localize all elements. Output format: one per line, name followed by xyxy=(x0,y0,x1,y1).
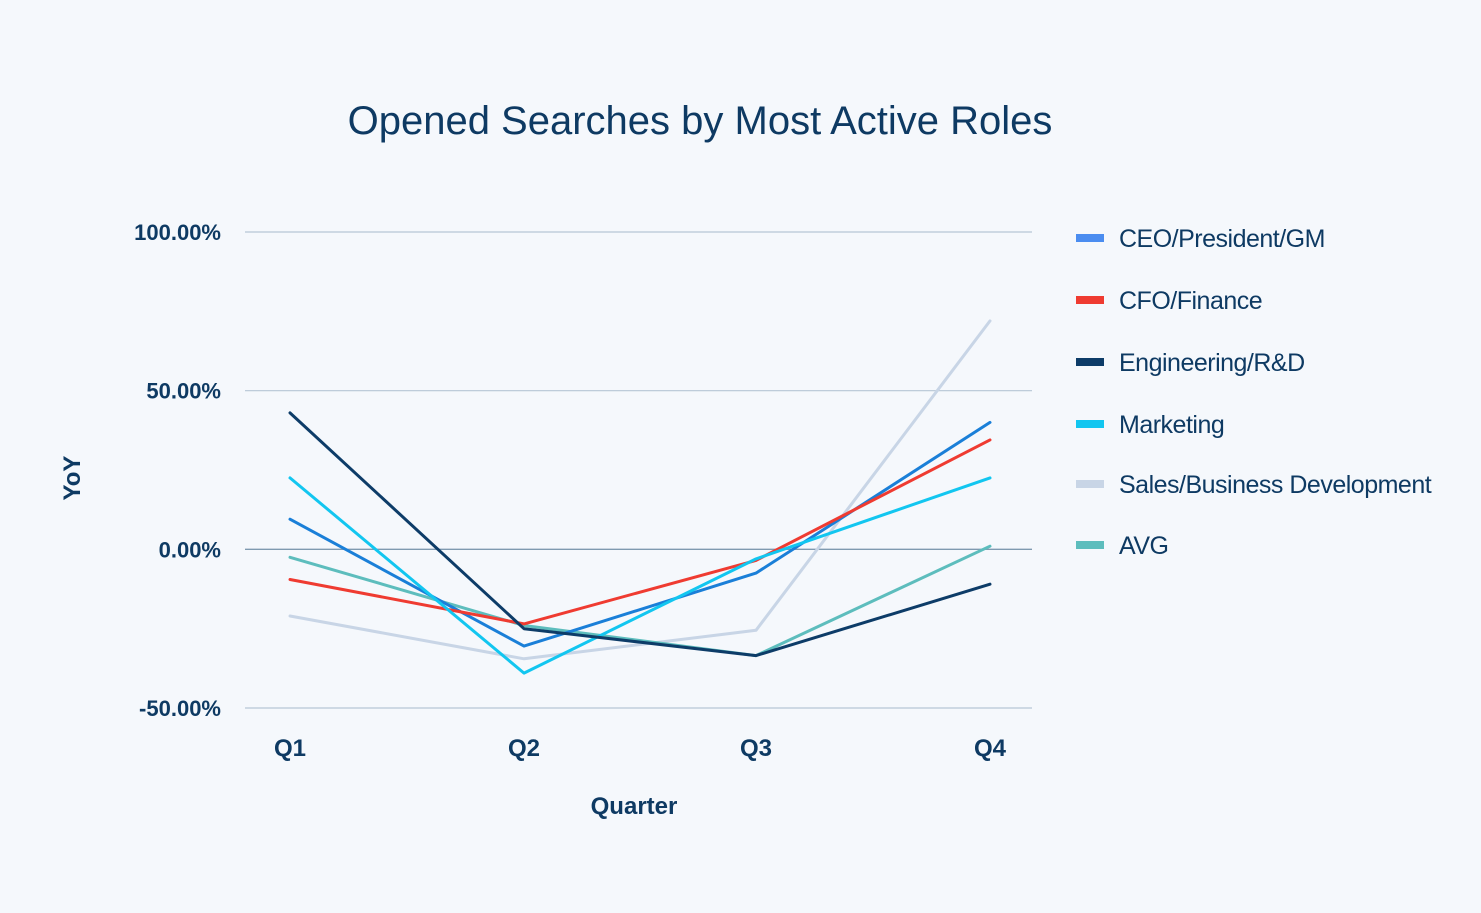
legend-swatch xyxy=(1076,358,1104,366)
x-tick-label: Q2 xyxy=(508,735,540,762)
series-line-0 xyxy=(288,420,992,648)
legend-swatch xyxy=(1076,296,1104,304)
y-tick-label: 100.00% xyxy=(134,220,221,245)
series-line-5 xyxy=(288,544,992,658)
legend-swatch xyxy=(1076,420,1104,428)
y-tick-label: 50.00% xyxy=(146,379,221,404)
legend-label: CFO/Finance xyxy=(1119,287,1262,315)
legend-label: Marketing xyxy=(1119,411,1224,439)
series-lines xyxy=(288,319,992,675)
series-line-1 xyxy=(288,438,992,626)
legend-swatch xyxy=(1076,541,1104,549)
x-tick-label: Q4 xyxy=(974,735,1007,762)
legend-label: AVG xyxy=(1119,532,1168,560)
legend-label: Sales/Business Development xyxy=(1119,471,1432,499)
series-line-2 xyxy=(288,411,992,658)
y-tick-label: -50.00% xyxy=(139,696,221,721)
legend-swatch xyxy=(1076,480,1104,488)
y-axis-label: YoY xyxy=(59,456,86,501)
legend-label: Engineering/R&D xyxy=(1119,349,1305,377)
x-tick-labels: Q1 Q2 Q3 Q4 xyxy=(274,735,1007,762)
legend-swatch xyxy=(1076,234,1104,242)
x-axis-label: Quarter xyxy=(591,793,678,820)
x-tick-label: Q1 xyxy=(274,735,306,762)
series-line-4 xyxy=(288,319,992,661)
series-line-3 xyxy=(288,476,992,675)
y-tick-labels: -50.00% 0.00% 50.00% 100.00% xyxy=(134,220,221,721)
y-tick-label: 0.00% xyxy=(159,537,221,562)
legend-label: CEO/President/GM xyxy=(1119,225,1325,253)
x-tick-label: Q3 xyxy=(740,735,772,762)
legend: CEO/President/GM CFO/Finance Engineering/R… xyxy=(1076,225,1432,560)
chart-title: Opened Searches by Most Active Roles xyxy=(348,99,1053,143)
